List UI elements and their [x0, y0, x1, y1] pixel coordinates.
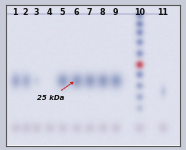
Text: 11: 11 [157, 8, 169, 17]
Text: 2: 2 [23, 8, 28, 17]
Text: 25 kDa: 25 kDa [37, 82, 73, 101]
Text: 5: 5 [60, 8, 65, 17]
Text: 6: 6 [74, 8, 79, 17]
Bar [6, 13, 166, 15]
Text: 10: 10 [134, 8, 145, 17]
Text: 9: 9 [113, 8, 118, 17]
Text: 1: 1 [12, 8, 18, 17]
Text: 7: 7 [87, 8, 92, 17]
Text: 8: 8 [100, 8, 105, 17]
Text: 3: 3 [33, 8, 39, 17]
Text: 4: 4 [46, 8, 52, 17]
